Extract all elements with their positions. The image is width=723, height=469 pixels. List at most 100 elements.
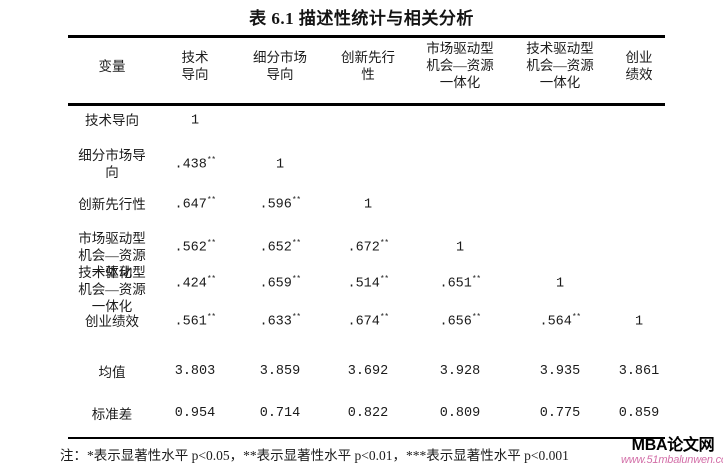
table-cell: .647** [156,196,234,213]
header-line: 技术驱动型 [526,41,594,56]
cell-value: .659 [259,276,292,292]
table-cell: 1 [510,275,610,292]
cell-value: .596 [259,197,292,213]
cell-value: .674 [347,314,380,330]
cell-value: 3.692 [347,364,389,379]
header-line: 机会—资源 [526,58,594,73]
table-cell: 1 [156,112,234,129]
row-label-line: 技术导向 [85,113,139,128]
column-header-tech-orientation: 技术 导向 [156,49,234,83]
cell-significance: ** [379,239,389,248]
cell-significance: ** [291,239,301,248]
watermark: MBA论文网 www.51mbalunwen.com [621,437,723,467]
table-cell: .672** [326,239,410,256]
row-label-line: 机会—资源 [78,248,146,263]
cell-significance: ** [379,313,389,322]
header-line: 创业 [625,50,653,65]
watermark-brand: MBA论文网 [631,437,715,454]
table-cell: .438** [156,156,234,173]
cell-value: 1 [634,314,644,330]
cell-value: 3.859 [259,364,301,379]
row-label-line: 市场驱动型 [78,231,146,246]
row-label-line: 均值 [98,365,126,380]
table-cell: .652** [234,239,326,256]
row-label-line: 技术驱动型 [78,265,146,280]
row-label: 市场驱动型 机会—资源 一体化 [68,230,156,280]
table-cell: 0.775 [510,406,610,421]
table-cell: 3.692 [326,364,410,379]
cell-value: 1 [190,113,200,129]
cell-value: .424 [174,276,207,292]
table-cell: 3.935 [510,364,610,379]
cell-value: 0.775 [539,406,581,421]
header-line: 导向 [181,67,209,82]
cell-value: .652 [259,240,292,256]
header-line: 一体化 [439,75,481,90]
cell-value: .647 [174,197,207,213]
table-cell: .561** [156,313,234,330]
header-line: 市场驱动型 [426,41,494,56]
cell-significance: ** [206,313,216,322]
cell-significance: ** [291,196,301,205]
cell-value: 0.859 [618,406,660,421]
column-header-innovation-proactiveness: 创新先行 性 [326,49,410,83]
row-label: 技术驱动型 机会—资源 一体化 [68,264,156,314]
table-cell: 3.928 [410,364,510,379]
row-label-line: 机会—资源 [78,282,146,297]
cell-significance: ** [571,313,581,322]
table-cell: .656** [410,313,510,330]
header-line: 变量 [98,59,126,74]
cell-value: 1 [555,276,565,292]
row-label-line: 创新先行性 [78,197,146,212]
table-cell: 1 [610,313,668,330]
table-cell: 3.861 [610,364,668,379]
table-cell: .514** [326,275,410,292]
header-line: 细分市场 [253,50,307,65]
table-cell: .674** [326,313,410,330]
cell-significance: ** [206,239,216,248]
row-label: 均值 [68,364,156,381]
cell-value: .514 [347,276,380,292]
cell-significance: ** [206,275,216,284]
cell-value: 0.822 [347,406,389,421]
row-label: 创业绩效 [68,313,156,330]
cell-value: 0.714 [259,406,301,421]
cell-significance: ** [206,196,216,205]
table-rule-header-bottom [68,103,665,106]
row-label: 细分市场导 向 [68,147,156,181]
cell-value: 0.954 [174,406,216,421]
table-rule-top [68,35,665,38]
row-label-line: 创业绩效 [85,314,139,329]
table-cell: .651** [410,275,510,292]
table-cell: .596** [234,196,326,213]
table-cell: .659** [234,275,326,292]
table-cell: 1 [234,156,326,173]
row-label-line: 一体化 [91,299,133,314]
row-label-line: 标准差 [91,407,133,422]
header-line: 技术 [181,50,209,65]
table-title: 表 6.1 描述性统计与相关分析 [249,9,474,28]
table-footnote: 注：*表示显著性水平 p<0.05，**表示显著性水平 p<0.01，***表示… [60,448,569,463]
cell-value: .633 [259,314,292,330]
cell-value: .561 [174,314,207,330]
row-label: 创新先行性 [68,196,156,213]
cell-significance: ** [291,275,301,284]
column-header-market-driven-opportunity-resource-integration: 市场驱动型 机会—资源 一体化 [410,40,510,91]
table-cell: .562** [156,239,234,256]
table-cell: .633** [234,313,326,330]
cell-significance: ** [206,156,216,165]
cell-value: 1 [455,240,465,256]
cell-significance: ** [471,313,481,322]
table-cell: 0.822 [326,406,410,421]
table-cell: 0.809 [410,406,510,421]
table-cell: 1 [410,239,510,256]
row-label: 技术导向 [68,112,156,129]
cell-value: .656 [439,314,472,330]
cell-value: .562 [174,240,207,256]
cell-significance: ** [471,275,481,284]
column-header-entrepreneurial-performance: 创业 绩效 [610,49,668,83]
watermark-url: www.51mbalunwen.com [621,454,723,466]
cell-value: 1 [363,197,373,213]
cell-significance: ** [379,275,389,284]
